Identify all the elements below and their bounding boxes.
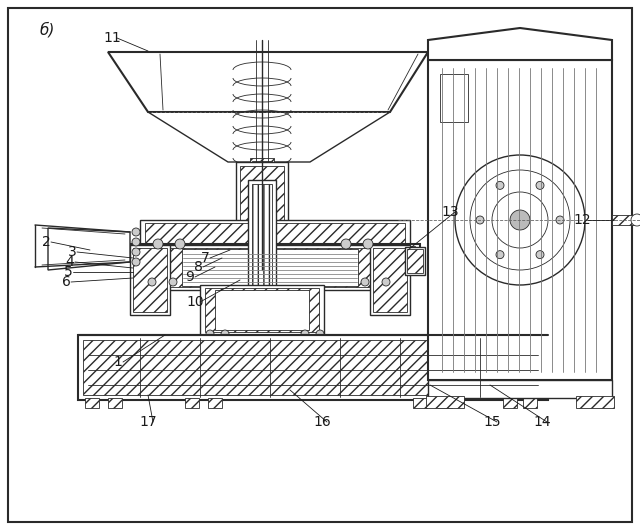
Circle shape xyxy=(455,155,585,285)
Bar xyxy=(83,340,543,395)
Circle shape xyxy=(148,278,156,286)
Polygon shape xyxy=(148,112,390,162)
Text: 11: 11 xyxy=(103,31,121,45)
Bar xyxy=(78,335,548,400)
Circle shape xyxy=(132,238,140,246)
Text: 14: 14 xyxy=(533,415,551,429)
Circle shape xyxy=(536,181,544,189)
Bar xyxy=(426,396,464,408)
Text: 9: 9 xyxy=(186,270,195,284)
Circle shape xyxy=(556,216,564,224)
Bar xyxy=(165,245,375,290)
Bar xyxy=(85,398,99,408)
Circle shape xyxy=(301,330,309,338)
Bar xyxy=(503,398,517,408)
Bar xyxy=(200,285,324,335)
Circle shape xyxy=(496,181,504,189)
Circle shape xyxy=(341,239,351,249)
Bar xyxy=(407,249,423,273)
Text: 10: 10 xyxy=(186,295,204,309)
Circle shape xyxy=(631,214,640,226)
Circle shape xyxy=(175,239,185,249)
Circle shape xyxy=(496,251,504,259)
Polygon shape xyxy=(48,228,130,270)
Bar xyxy=(133,248,167,312)
Bar xyxy=(130,245,170,315)
Circle shape xyxy=(132,258,140,266)
Polygon shape xyxy=(108,52,428,112)
Circle shape xyxy=(169,278,177,286)
Bar xyxy=(145,223,405,247)
Bar xyxy=(523,398,537,408)
Bar xyxy=(246,223,278,235)
Bar xyxy=(236,162,288,230)
Circle shape xyxy=(221,330,229,338)
Bar xyxy=(440,74,468,122)
Bar xyxy=(135,246,415,258)
Text: 3: 3 xyxy=(68,245,76,259)
Bar xyxy=(405,247,425,275)
Text: 5: 5 xyxy=(63,265,72,279)
Polygon shape xyxy=(428,28,612,60)
Text: 12: 12 xyxy=(573,213,591,227)
Circle shape xyxy=(132,228,140,236)
Text: 17: 17 xyxy=(139,415,157,429)
Bar xyxy=(205,288,319,332)
Bar xyxy=(252,184,272,326)
Bar xyxy=(252,161,272,167)
Bar xyxy=(373,248,407,312)
Circle shape xyxy=(361,278,369,286)
Bar xyxy=(438,398,452,408)
Circle shape xyxy=(363,239,373,249)
Circle shape xyxy=(254,221,270,237)
Bar xyxy=(248,180,276,330)
Bar xyxy=(240,166,284,226)
Circle shape xyxy=(510,210,530,230)
Text: 15: 15 xyxy=(483,415,501,429)
Text: 16: 16 xyxy=(313,415,331,429)
Bar xyxy=(428,380,612,398)
Bar xyxy=(170,248,370,287)
Circle shape xyxy=(153,239,163,249)
Circle shape xyxy=(492,192,548,248)
Bar xyxy=(215,290,309,330)
Bar xyxy=(108,398,122,408)
Circle shape xyxy=(316,330,324,338)
Text: б): б) xyxy=(40,22,56,38)
Circle shape xyxy=(536,251,544,259)
Bar xyxy=(130,244,420,260)
Text: 6: 6 xyxy=(61,275,70,289)
Bar xyxy=(182,249,358,286)
Bar xyxy=(428,60,612,380)
Text: 1: 1 xyxy=(113,355,122,369)
Text: 4: 4 xyxy=(66,255,74,269)
Circle shape xyxy=(470,170,570,270)
Text: 13: 13 xyxy=(441,205,459,219)
Bar xyxy=(208,398,222,408)
Circle shape xyxy=(476,216,484,224)
Text: 7: 7 xyxy=(200,251,209,265)
Text: 2: 2 xyxy=(42,235,51,249)
Circle shape xyxy=(206,330,214,338)
Bar xyxy=(612,215,634,225)
Bar xyxy=(140,220,410,250)
Bar xyxy=(413,398,427,408)
Circle shape xyxy=(132,248,140,256)
Circle shape xyxy=(382,278,390,286)
Bar xyxy=(370,245,410,315)
Text: 8: 8 xyxy=(193,260,202,274)
Bar xyxy=(185,398,199,408)
Bar xyxy=(250,158,274,170)
Bar xyxy=(576,396,614,408)
